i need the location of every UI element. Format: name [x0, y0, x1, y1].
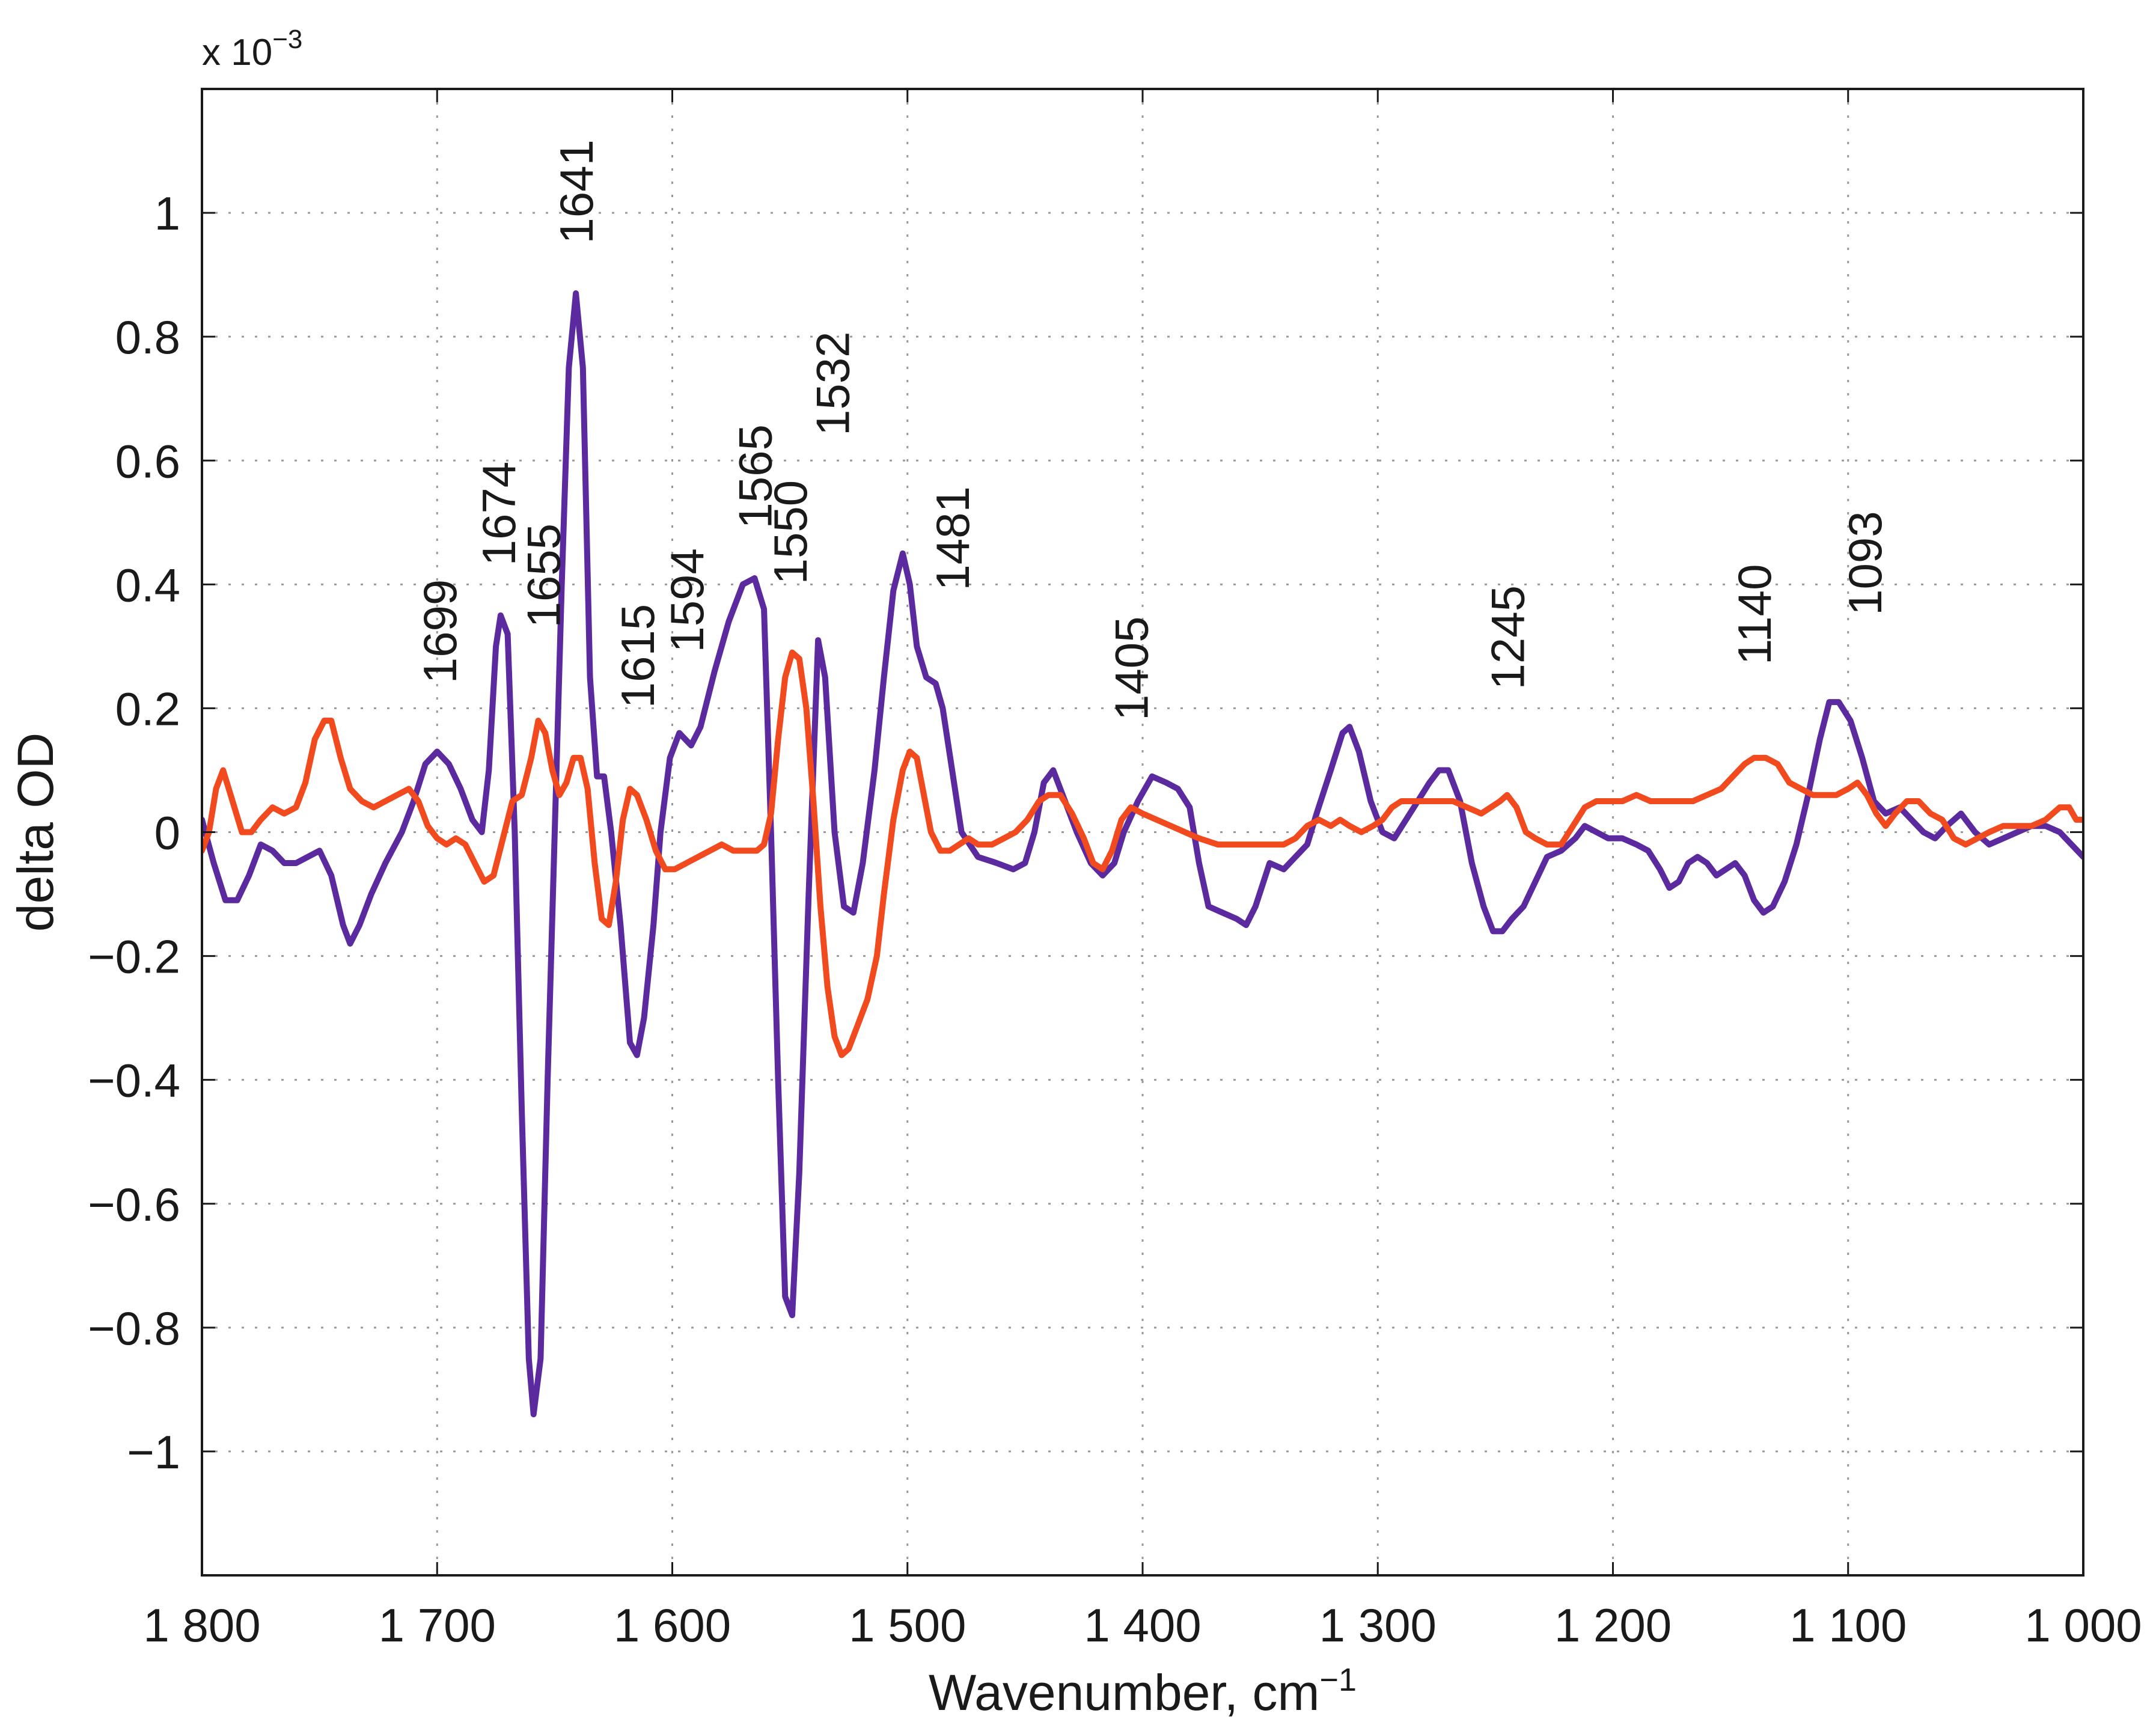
- x-tick-label: 1 700: [379, 1599, 496, 1652]
- grid-layer: [202, 89, 2083, 1575]
- y-tick-label: 0.6: [115, 435, 180, 487]
- peak-label: 1655: [517, 524, 570, 628]
- y-tick-label: 0: [154, 807, 180, 859]
- x-tick-label: 1 300: [1319, 1599, 1437, 1652]
- peak-label: 1093: [1839, 511, 1892, 615]
- y-tick-label: 0.8: [115, 311, 180, 364]
- y-tick-label: −0.4: [88, 1054, 180, 1107]
- tick-layer: 1 800 1 700 1 600 1 500 1 400 1 300 1 200 1 100…: [88, 89, 2142, 1652]
- label-layer: x 10−3 Wavenumber, cm−1 delta OD: [7, 25, 1357, 1721]
- y-scale-base: x 10: [202, 32, 272, 73]
- x-tick-label: 1 100: [1789, 1599, 1907, 1652]
- y-tick-label: −0.2: [88, 930, 180, 983]
- y-scale-factor-label: x 10−3: [202, 25, 302, 73]
- y-scale-exponent: −3: [272, 25, 302, 54]
- x-tick-label: 1 200: [1554, 1599, 1672, 1652]
- series-line-red: [202, 649, 2083, 1058]
- y-tick-label: −1: [127, 1426, 180, 1479]
- peak-label: 1615: [611, 604, 664, 709]
- peak-label: 1674: [472, 462, 525, 566]
- peak-label: 1699: [414, 579, 466, 684]
- series-line-purple: [202, 290, 2083, 1418]
- peak-label: 1245: [1481, 585, 1534, 690]
- series-layer: [202, 290, 2083, 1418]
- x-axis-label-unit-exponent: −1: [1319, 1662, 1357, 1698]
- x-axis-label-text: Wavenumber, cm: [929, 1664, 1319, 1721]
- peak-label: 1641: [550, 139, 603, 244]
- x-tick-label: 1 800: [143, 1599, 260, 1652]
- x-axis-label: Wavenumber, cm−1: [929, 1662, 1357, 1721]
- y-tick-label: 0.2: [115, 682, 180, 735]
- peak-label: 1140: [1728, 564, 1781, 665]
- peak-label: 1594: [661, 548, 713, 653]
- peak-label: 1481: [926, 486, 979, 591]
- y-tick-label: −0.6: [88, 1178, 180, 1231]
- y-axis-label: delta OD: [7, 733, 64, 932]
- x-tick-label: 1 600: [614, 1599, 731, 1652]
- x-tick-label: 1 400: [1084, 1599, 1201, 1652]
- x-tick-label: 1 500: [849, 1599, 966, 1652]
- peak-label: 1532: [807, 332, 860, 436]
- peak-label: 1405: [1105, 616, 1158, 721]
- peak-label: 1550: [764, 480, 817, 585]
- x-tick-label: 1 000: [2024, 1599, 2142, 1652]
- y-tick-label: 0.4: [115, 558, 180, 611]
- y-tick-label: −0.8: [88, 1302, 180, 1355]
- peak-label: 1565: [728, 424, 781, 529]
- y-tick-label: 1: [154, 187, 180, 240]
